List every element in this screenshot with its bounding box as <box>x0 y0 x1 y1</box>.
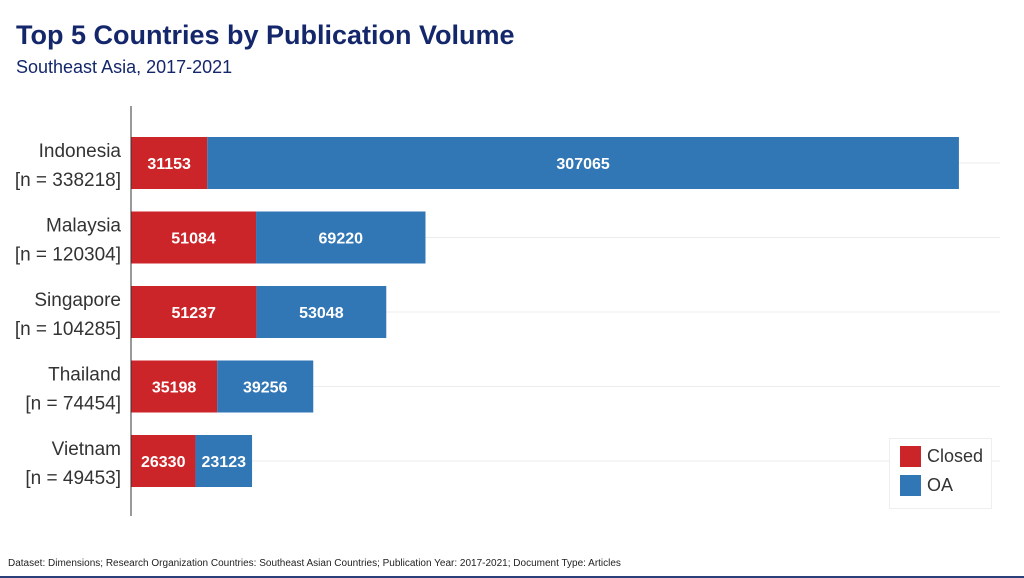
data-label: 39256 <box>243 380 288 397</box>
category-count-label: [n = 49453] <box>25 468 121 489</box>
category-label: Singapore <box>34 290 121 311</box>
bar-closed-indonesia <box>131 137 208 189</box>
category-label: Indonesia <box>39 141 122 162</box>
bar-oa-indonesia <box>207 137 959 189</box>
category-count-label: [n = 338218] <box>15 170 121 191</box>
data-label: 307065 <box>556 156 609 173</box>
bar-oa-malaysia <box>256 211 426 264</box>
chart-title: Top 5 Countries by Publication Volume <box>16 20 515 50</box>
footnote: Dataset: Dimensions; Research Organizati… <box>8 558 621 569</box>
data-label: 23123 <box>202 454 247 471</box>
chart-subtitle: Southeast Asia, 2017-2021 <box>16 57 233 77</box>
data-label: 51237 <box>171 305 216 322</box>
category-count-label: [n = 120304] <box>15 245 121 266</box>
bar-oa-singapore <box>256 286 387 338</box>
category-count-label: [n = 74454] <box>25 394 121 415</box>
legend-item-oa: OA <box>900 475 953 496</box>
bar-closed-singapore <box>131 286 257 338</box>
bar-oa-vietnam <box>195 435 253 487</box>
category-label: Vietnam <box>52 439 121 460</box>
data-label: 35198 <box>152 380 197 397</box>
bar-closed-malaysia <box>131 211 257 264</box>
legend-swatch-oa <box>900 475 921 496</box>
category-label: Malaysia <box>46 216 121 237</box>
legend-label-closed: Closed <box>927 446 984 466</box>
data-label: 69220 <box>319 231 364 248</box>
category-label: Thailand <box>48 365 121 386</box>
data-label: 53048 <box>299 305 344 322</box>
data-label: 31153 <box>147 156 191 173</box>
legend-label-oa: OA <box>927 475 954 495</box>
category-count-label: [n = 104285] <box>15 319 121 340</box>
legend: Closed OA <box>889 438 992 509</box>
data-label: 26330 <box>141 454 186 471</box>
data-label: 51084 <box>171 231 216 248</box>
bar-closed-vietnam <box>131 435 196 487</box>
bar-closed-thailand <box>131 360 218 413</box>
legend-item-closed: Closed <box>900 446 983 467</box>
bar-oa-thailand <box>217 360 314 413</box>
legend-swatch-closed <box>900 446 921 467</box>
bottom-border <box>0 576 1024 578</box>
